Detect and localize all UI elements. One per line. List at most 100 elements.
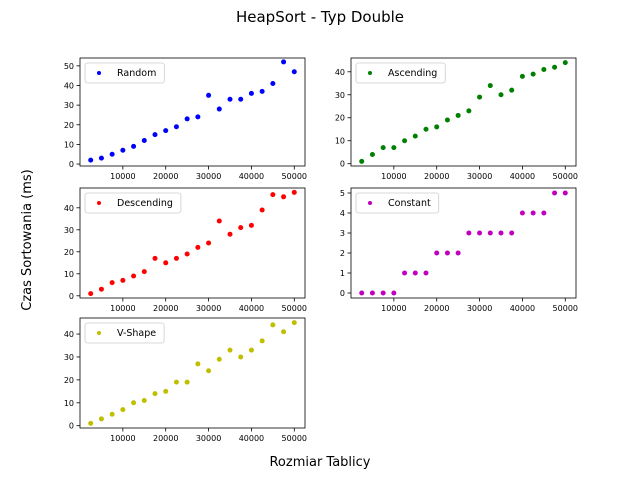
x-tick-label: 40000 — [510, 172, 535, 181]
data-point-constant — [369, 290, 375, 296]
legend-marker — [368, 201, 372, 205]
y-tick-label: 30 — [335, 91, 345, 100]
data-point-random — [120, 147, 126, 153]
x-tick-label: 20000 — [424, 304, 449, 313]
data-point-v-shape — [98, 416, 104, 422]
y-tick-label: 0 — [340, 289, 345, 298]
y-tick-label: 20 — [64, 121, 74, 130]
y-tick-label: 0 — [69, 292, 74, 301]
data-point-v-shape — [120, 407, 126, 413]
x-tick-label: 10000 — [381, 172, 406, 181]
data-point-v-shape — [163, 388, 169, 394]
x-tick-label: 20000 — [153, 304, 178, 313]
legend-marker — [97, 201, 101, 205]
legend-random: Random — [84, 62, 165, 84]
data-point-random — [281, 59, 287, 65]
axes-frame-descending — [79, 187, 306, 299]
y-tick-label: 20 — [64, 376, 74, 385]
y-tick-label: 3 — [340, 229, 345, 238]
data-point-random — [216, 106, 222, 112]
x-tick-label: 50000 — [553, 304, 578, 313]
data-point-v-shape — [227, 347, 233, 353]
y-tick-label: 20 — [64, 248, 74, 257]
subplots-grid: 10000 20000 30000 40000 5000001020304050Rand… — [64, 57, 578, 443]
data-point-v-shape — [195, 361, 201, 367]
y-tick-label: 40 — [64, 330, 74, 339]
data-point-descending — [281, 194, 287, 200]
data-point-descending — [270, 192, 276, 198]
data-point-random — [195, 114, 201, 120]
legend-v-shape: V-Shape — [84, 322, 165, 344]
x-tick-label: 10000 — [381, 304, 406, 313]
y-tick-label: 30 — [64, 226, 74, 235]
data-point-v-shape — [206, 368, 212, 374]
legend-label: Descending — [117, 198, 173, 209]
data-point-descending — [120, 277, 126, 283]
data-point-constant — [380, 290, 386, 296]
y-tick-label: 10 — [335, 137, 345, 146]
y-tick-label: 40 — [335, 68, 345, 77]
data-point-constant — [359, 290, 365, 296]
legend-label: Ascending — [388, 68, 437, 79]
data-point-constant — [519, 210, 525, 216]
data-point-random — [131, 143, 137, 149]
data-point-random — [248, 90, 254, 96]
data-point-descending — [259, 207, 265, 213]
y-tick-label: 40 — [64, 81, 74, 90]
x-tick-label: 20000 — [153, 434, 178, 443]
data-point-v-shape — [291, 320, 297, 326]
subplot-constant: 10000 20000 30000 40000 50000 0 1 2 3 4 5 Constant — [340, 187, 578, 313]
data-point-constant — [562, 190, 568, 196]
y-tick-label: 10 — [64, 399, 74, 408]
y-tick-label: 4 — [340, 209, 345, 218]
data-point-random — [98, 155, 104, 161]
data-point-descending — [291, 189, 297, 195]
data-point-descending — [206, 240, 212, 246]
y-tick-label: 2 — [340, 249, 345, 258]
legend-box — [84, 322, 165, 344]
y-tick-label: 30 — [64, 101, 74, 110]
data-point-ascending — [455, 112, 461, 118]
data-point-descending — [195, 244, 201, 250]
data-point-ascending — [552, 64, 558, 70]
data-point-ascending — [562, 60, 568, 66]
data-point-descending — [88, 291, 94, 297]
data-point-random — [291, 69, 297, 75]
data-point-descending — [227, 231, 233, 237]
legend-label: Random — [117, 68, 156, 79]
data-point-constant — [444, 250, 450, 256]
legend-box — [84, 192, 182, 214]
data-point-v-shape — [281, 329, 287, 335]
data-point-v-shape — [109, 411, 115, 417]
data-point-constant — [402, 270, 408, 276]
data-point-ascending — [359, 158, 365, 164]
data-point-ascending — [466, 108, 472, 114]
data-point-constant — [477, 230, 483, 236]
y-tick-label: 40 — [64, 204, 74, 213]
legend-descending: Descending — [84, 192, 182, 214]
data-point-v-shape — [141, 398, 147, 403]
legend-label: V-Shape — [117, 328, 156, 339]
x-tick-label: 40000 — [239, 434, 264, 443]
axes-frame-random — [79, 57, 306, 167]
x-tick-label: 30000 — [196, 304, 221, 313]
data-point-v-shape — [259, 338, 265, 344]
figure-title: HeapSort - Typ Double — [236, 8, 404, 26]
data-point-ascending — [434, 124, 440, 130]
data-point-descending — [131, 273, 137, 279]
data-point-random — [184, 116, 190, 122]
data-point-ascending — [509, 87, 515, 93]
data-point-ascending — [477, 94, 483, 100]
data-point-v-shape — [173, 379, 179, 385]
x-tick-label: 20000 — [424, 172, 449, 181]
x-tick-label: 10000 — [110, 172, 135, 181]
data-point-constant — [412, 270, 418, 276]
x-tick-label: 50000 — [282, 434, 307, 443]
data-point-v-shape — [216, 356, 222, 362]
data-point-random — [270, 81, 276, 87]
data-point-ascending — [444, 117, 450, 123]
x-tick-label: 50000 — [553, 172, 578, 181]
data-point-v-shape — [152, 391, 158, 397]
y-tick-label: 1 — [340, 269, 345, 278]
data-point-v-shape — [184, 379, 190, 385]
